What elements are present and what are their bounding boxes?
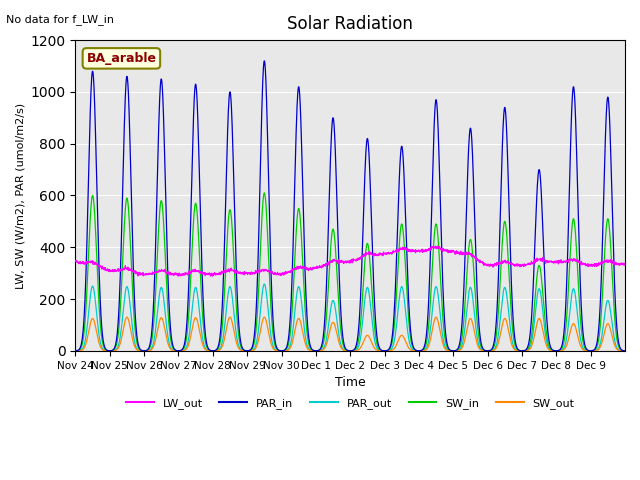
Legend: LW_out, PAR_in, PAR_out, SW_in, SW_out: LW_out, PAR_in, PAR_out, SW_in, SW_out <box>122 394 579 414</box>
Title: Solar Radiation: Solar Radiation <box>287 15 413 33</box>
X-axis label: Time: Time <box>335 376 365 389</box>
Y-axis label: LW, SW (W/m2), PAR (umol/m2/s): LW, SW (W/m2), PAR (umol/m2/s) <box>15 102 25 288</box>
Text: BA_arable: BA_arable <box>86 52 156 65</box>
Text: No data for f_LW_in: No data for f_LW_in <box>6 14 115 25</box>
